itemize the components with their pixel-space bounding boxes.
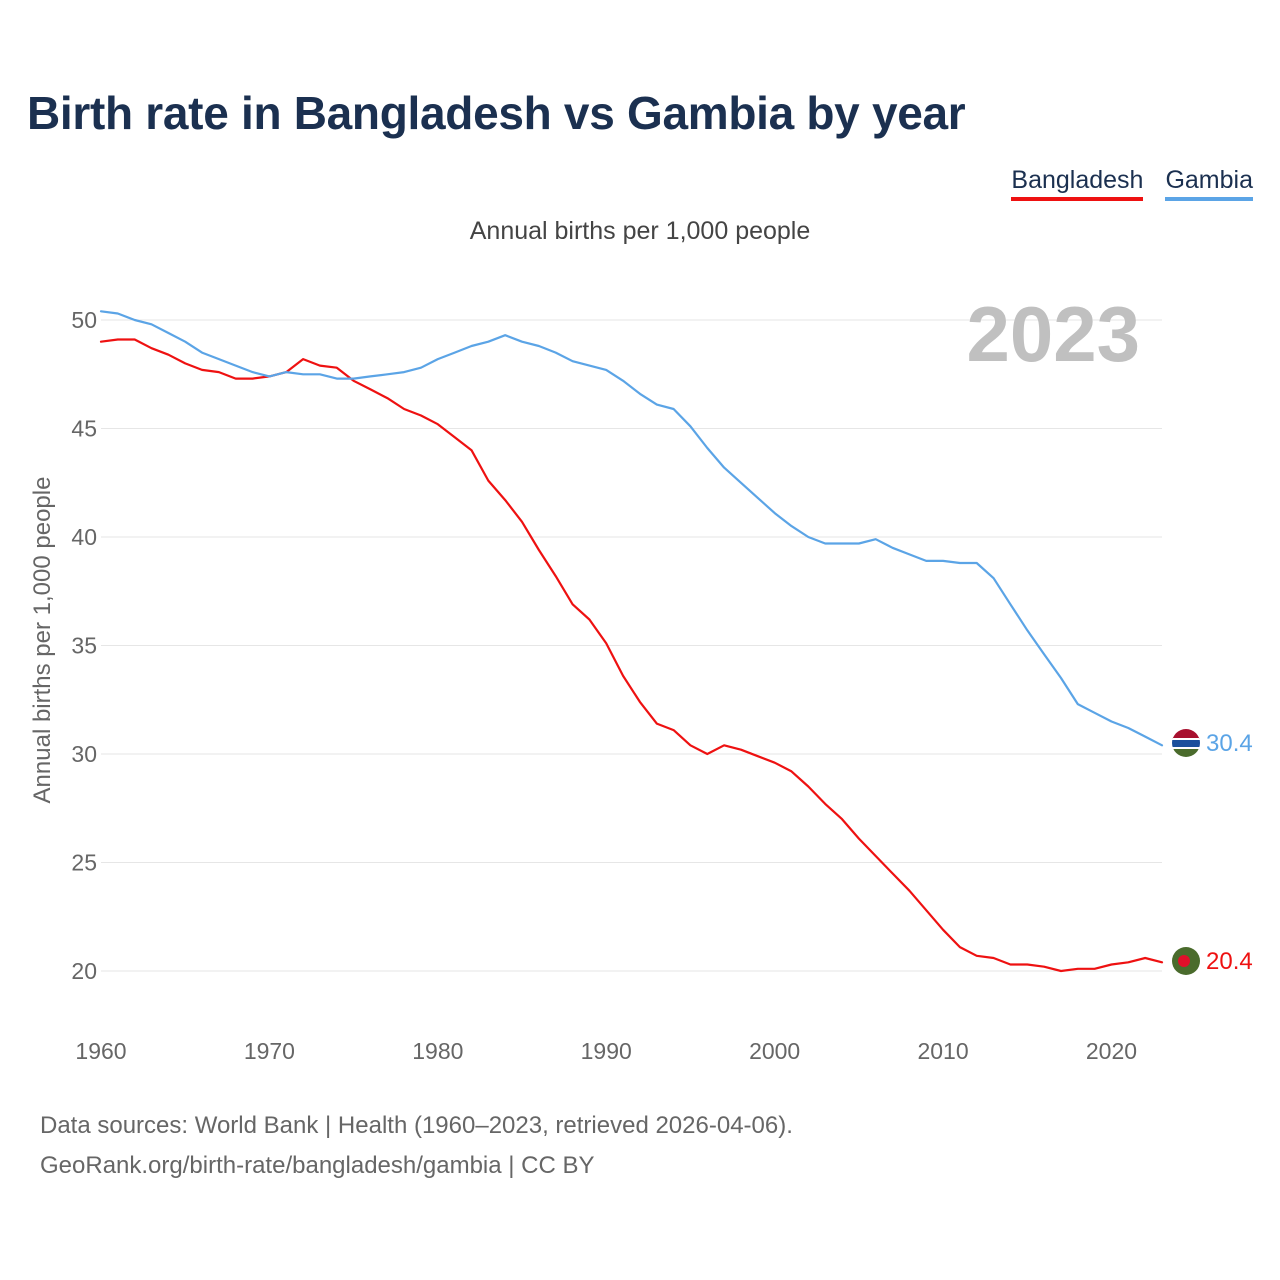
y-tick-label: 25: [71, 850, 97, 876]
legend-item-bangladesh[interactable]: Bangladesh: [1011, 165, 1144, 201]
x-tick-label: 1990: [581, 1038, 632, 1064]
x-tick-label: 2020: [1086, 1038, 1137, 1064]
chart-subtitle: Annual births per 1,000 people: [469, 217, 811, 245]
x-tick-label: 1980: [412, 1038, 463, 1064]
y-tick-label: 30: [71, 741, 97, 767]
series-line-bangladesh[interactable]: [99, 338, 1164, 973]
gambia-flag-icon: [1172, 729, 1200, 757]
legend-item-gambia[interactable]: Gambia: [1165, 165, 1253, 201]
y-axis-label: Annual births per 1,000 people: [29, 477, 56, 804]
y-tick-label: 35: [71, 633, 97, 659]
y-tick-label: 45: [71, 416, 97, 442]
line-chart: 2023 20 25 30 35 40 45 50 1960 1970 1980 1990 2000…: [29, 290, 1253, 1064]
chart-title: Birth rate in Bangladesh vs Gambia by ye…: [27, 87, 966, 139]
footer: Data sources: World Bank | Health (1960–…: [40, 1106, 793, 1186]
year-watermark: 2023: [966, 290, 1140, 378]
x-tick-label: 2000: [749, 1038, 800, 1064]
series-line-gambia[interactable]: [99, 310, 1164, 747]
x-tick-label: 2010: [917, 1038, 968, 1064]
legend: Bangladesh Gambia: [1011, 165, 1253, 201]
y-tick-label: 50: [71, 307, 97, 333]
gambia-end-value: 30.4: [1206, 730, 1253, 757]
x-tick-label: 1960: [75, 1038, 126, 1064]
bangladesh-end-value: 20.4: [1206, 948, 1253, 975]
y-tick-label: 40: [71, 524, 97, 550]
data-sources: Data sources: World Bank | Health (1960–…: [40, 1112, 793, 1139]
y-tick-label: 20: [71, 958, 97, 984]
credit-link[interactable]: GeoRank.org/birth-rate/bangladesh/gambia…: [40, 1152, 595, 1179]
bangladesh-flag-icon: [1172, 947, 1200, 975]
x-tick-label: 1970: [244, 1038, 295, 1064]
